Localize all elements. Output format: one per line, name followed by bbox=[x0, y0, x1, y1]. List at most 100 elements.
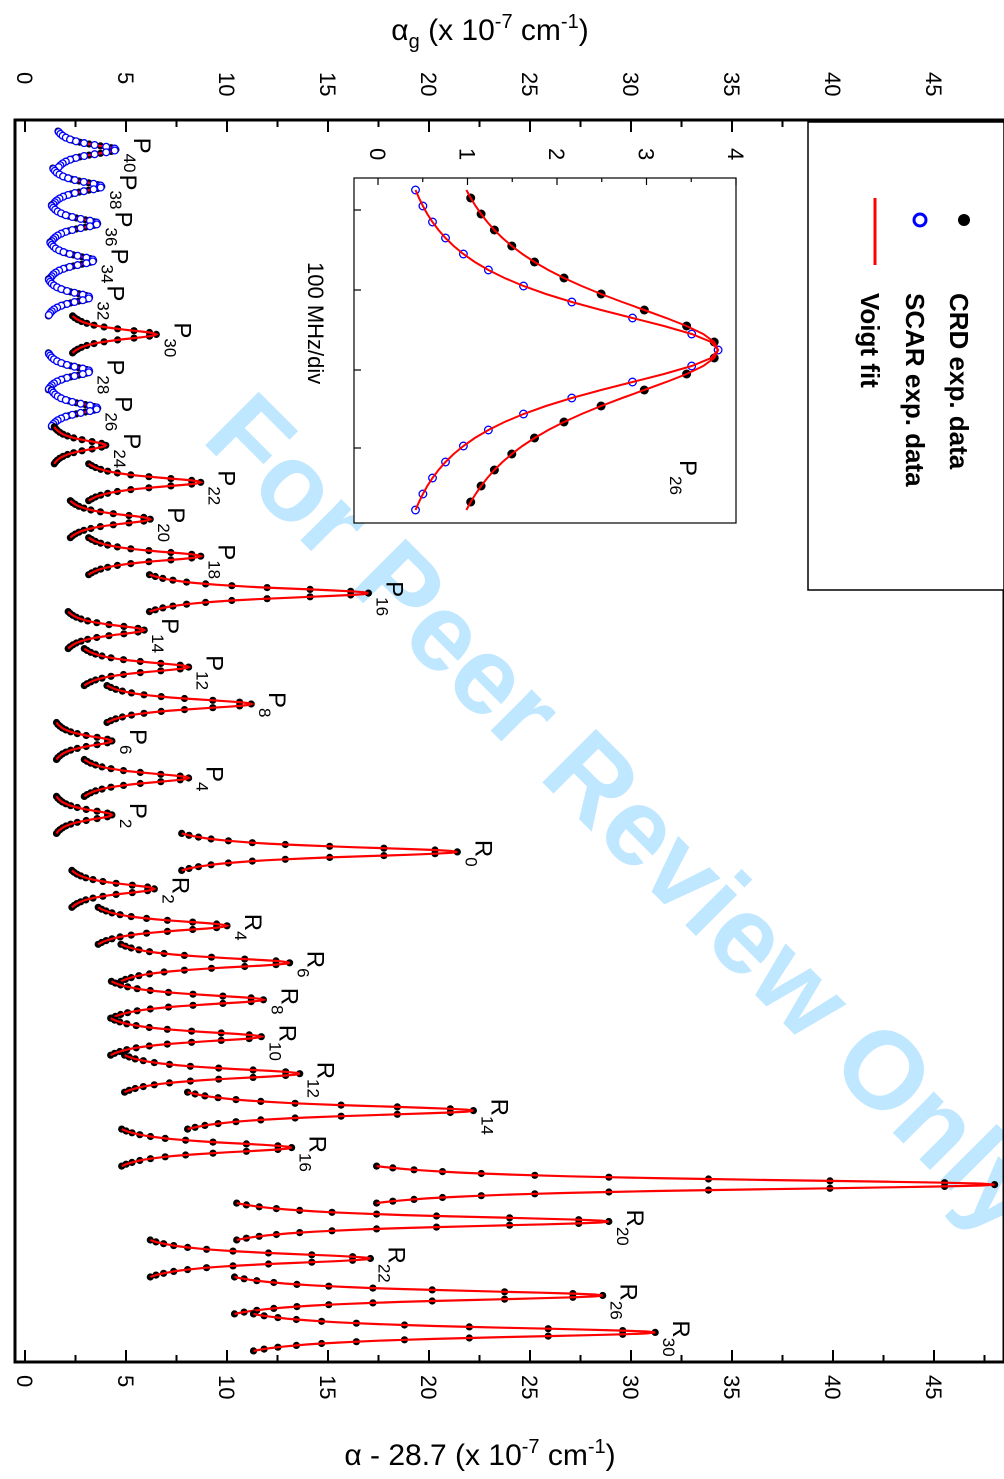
peak-label: R22 bbox=[374, 1247, 409, 1283]
scar-data-point bbox=[70, 288, 79, 297]
bottom-tick-label: 35 bbox=[719, 1375, 744, 1399]
peak-label: R18 bbox=[999, 1173, 1004, 1209]
crd-data-point bbox=[146, 1273, 154, 1281]
scar-data-point bbox=[92, 405, 101, 414]
scar-data-point bbox=[68, 397, 77, 406]
peak-label: P30 bbox=[160, 322, 195, 357]
voigt-fit-line bbox=[181, 832, 458, 872]
scar-data-point bbox=[90, 150, 99, 159]
voigt-fit-line bbox=[253, 1312, 656, 1352]
bottom-tick-label: 15 bbox=[315, 1375, 340, 1399]
bottom-tick-label: 25 bbox=[517, 1375, 542, 1399]
scar-data-point bbox=[78, 370, 87, 379]
peak-label: R26 bbox=[607, 1284, 642, 1320]
peak-label: P26 bbox=[102, 396, 137, 431]
peak-label: R6 bbox=[294, 951, 329, 978]
legend: CRD exp. data SCAR exp. data Voigt fit bbox=[807, 121, 1004, 591]
peak-label: R4 bbox=[231, 914, 266, 941]
peak-label: R10 bbox=[265, 1025, 300, 1061]
top-tick-label: 35 bbox=[719, 72, 744, 96]
peak-label: P8 bbox=[255, 692, 290, 717]
scar-data-point bbox=[102, 148, 111, 157]
peak-label: P34 bbox=[98, 249, 133, 284]
top-tick-label: 40 bbox=[820, 72, 845, 96]
top-tick-label: 15 bbox=[315, 72, 340, 96]
scar-data-point bbox=[44, 310, 53, 320]
peak-label: P24 bbox=[110, 433, 145, 468]
scar-data-point bbox=[82, 259, 91, 268]
voigt-fit-line bbox=[149, 1238, 371, 1279]
scar-data-point bbox=[65, 249, 74, 259]
inset-tick-label: 3 bbox=[634, 148, 659, 160]
legend-voigt-label: Voigt fit bbox=[855, 293, 885, 388]
peak-label: P16 bbox=[372, 581, 407, 616]
peak-label: P36 bbox=[102, 212, 137, 247]
peak-label: P12 bbox=[193, 655, 228, 690]
voigt-fit-line bbox=[71, 869, 157, 909]
voigt-fit-line bbox=[149, 573, 369, 613]
inset-traces bbox=[411, 185, 723, 515]
crd-data-point bbox=[178, 866, 186, 875]
peak-label: P40 bbox=[120, 138, 155, 173]
voigt-fit-line bbox=[69, 499, 153, 539]
inset-ticks: 0 1 2 3 4 bbox=[354, 148, 748, 449]
bottom-tick-label: 40 bbox=[820, 1375, 845, 1399]
top-tick-label: 45 bbox=[921, 72, 946, 96]
scar-data-point bbox=[80, 151, 89, 161]
inset-tick-label: 1 bbox=[455, 148, 480, 160]
voigt-fit-line bbox=[121, 1128, 292, 1168]
inset-frame bbox=[353, 177, 737, 524]
inset-chart: 0 1 2 3 4 100 MHz/div P26 bbox=[303, 148, 748, 524]
peak-label: R30 bbox=[659, 1320, 694, 1356]
scar-data-point bbox=[76, 224, 85, 233]
plot-frame bbox=[13, 118, 1004, 1364]
peak-label: R12 bbox=[304, 1062, 339, 1098]
voigt-fit-line bbox=[187, 1091, 474, 1131]
scar-data-point bbox=[78, 296, 87, 305]
voigt-fit-line bbox=[53, 426, 108, 465]
top-tick-label: 0 bbox=[12, 72, 37, 84]
peak-label: P20 bbox=[154, 507, 189, 542]
peak-label: P14 bbox=[148, 618, 183, 653]
legend-box bbox=[807, 121, 1004, 591]
peak-label: R16 bbox=[296, 1136, 331, 1172]
top-tick-label: 25 bbox=[517, 72, 542, 96]
scar-data-point bbox=[68, 212, 77, 222]
scar-data-point bbox=[70, 188, 79, 198]
voigt-fit-line bbox=[106, 684, 255, 724]
scar-data-point bbox=[73, 251, 82, 260]
bottom-tick-label: 5 bbox=[113, 1375, 138, 1387]
peak-label: P2 bbox=[116, 803, 151, 828]
bottom-axis-ticks: 0 5 10 15 20 25 30 35 40 45 bbox=[12, 1350, 986, 1399]
voigt-fit-line bbox=[120, 943, 290, 983]
scar-data-point bbox=[64, 174, 73, 183]
voigt-fit-line bbox=[88, 462, 204, 502]
legend-crd-label: CRD exp. data bbox=[944, 293, 974, 470]
peak-label: P32 bbox=[94, 285, 129, 320]
scar-data-point bbox=[70, 297, 79, 307]
voigt-fit-line bbox=[67, 610, 147, 650]
scar-data-point bbox=[76, 399, 85, 408]
crd-data-point bbox=[233, 1236, 241, 1244]
top-tick-label: 30 bbox=[618, 72, 643, 96]
peak-label: P6 bbox=[116, 729, 151, 754]
peak-label: P22 bbox=[205, 470, 240, 505]
scar-data-point bbox=[90, 140, 99, 150]
top-tick-label: 5 bbox=[113, 72, 138, 84]
scar-data-point bbox=[92, 220, 101, 229]
scar-data-point bbox=[61, 395, 70, 405]
scar-data-point bbox=[79, 187, 88, 196]
scar-data-point bbox=[73, 261, 82, 270]
top-tick-label: 10 bbox=[214, 72, 239, 96]
scar-data-point bbox=[71, 137, 81, 146]
voigt-fit-line bbox=[55, 721, 114, 761]
scar-data-point bbox=[62, 286, 72, 296]
inset-crd-fit bbox=[465, 189, 720, 511]
voigt-fit-line bbox=[110, 980, 268, 1020]
scar-data-point bbox=[76, 214, 85, 223]
peak-label: P38 bbox=[106, 175, 141, 210]
scar-data-point bbox=[80, 139, 89, 148]
voigt-fit-line bbox=[376, 1165, 995, 1205]
legend-scar-label: SCAR exp. data bbox=[900, 293, 930, 487]
peak-label: P18 bbox=[205, 544, 240, 579]
